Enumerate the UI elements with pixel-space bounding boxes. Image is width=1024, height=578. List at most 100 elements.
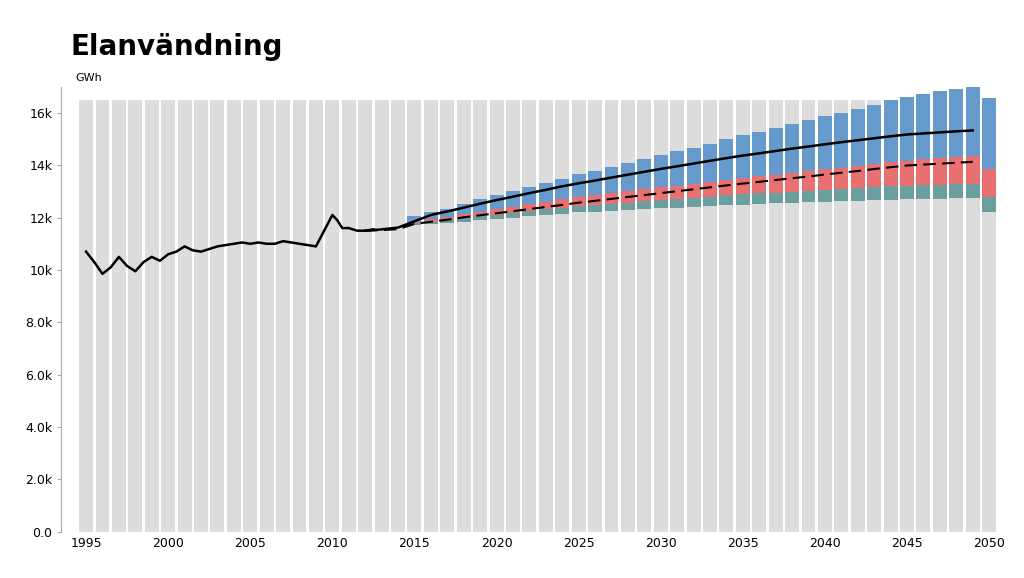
Bar xyxy=(522,100,537,532)
Bar xyxy=(769,100,782,532)
Bar xyxy=(555,199,569,208)
Bar xyxy=(851,188,864,201)
Bar xyxy=(326,100,339,532)
Bar xyxy=(440,100,455,532)
Bar xyxy=(260,100,273,532)
Bar xyxy=(933,100,947,532)
Bar xyxy=(621,202,635,210)
Bar xyxy=(851,109,864,166)
Bar xyxy=(539,183,553,202)
Bar xyxy=(506,206,520,213)
Bar xyxy=(408,100,422,532)
Bar xyxy=(588,205,602,212)
Bar xyxy=(177,100,191,532)
Bar xyxy=(753,176,766,194)
Bar xyxy=(949,100,964,532)
Bar xyxy=(358,100,372,532)
Bar xyxy=(309,100,323,532)
Bar xyxy=(818,190,831,202)
Bar xyxy=(161,100,175,532)
Bar xyxy=(818,169,831,190)
Bar xyxy=(522,187,537,204)
Bar xyxy=(604,193,618,203)
Bar xyxy=(884,187,898,200)
Bar xyxy=(687,198,700,207)
Bar xyxy=(489,195,504,209)
Bar xyxy=(571,175,586,197)
Bar xyxy=(900,100,914,532)
Bar xyxy=(802,171,815,191)
Bar xyxy=(489,214,504,219)
Bar xyxy=(900,186,914,199)
Bar xyxy=(916,100,931,532)
Bar xyxy=(884,100,898,532)
Bar xyxy=(506,213,520,217)
Bar xyxy=(95,100,110,532)
Bar xyxy=(916,160,931,185)
Bar xyxy=(818,116,831,169)
Bar xyxy=(604,167,618,193)
Bar xyxy=(506,100,520,532)
Bar xyxy=(835,113,848,168)
Bar xyxy=(276,100,290,532)
Bar xyxy=(769,128,782,175)
Text: GWh: GWh xyxy=(76,73,102,83)
Bar xyxy=(408,222,422,223)
Bar xyxy=(802,120,815,171)
Bar xyxy=(457,218,471,221)
Bar xyxy=(835,189,848,201)
Bar xyxy=(670,151,684,186)
Bar xyxy=(457,204,471,214)
Bar xyxy=(539,209,553,215)
Bar xyxy=(769,175,782,192)
Bar xyxy=(637,100,651,532)
Bar xyxy=(884,162,898,187)
Bar xyxy=(408,223,422,225)
Bar xyxy=(867,187,882,201)
Bar xyxy=(391,100,406,532)
Bar xyxy=(835,168,848,189)
Bar xyxy=(227,100,241,532)
Bar xyxy=(637,160,651,190)
Bar xyxy=(785,192,799,203)
Bar xyxy=(753,132,766,176)
Bar xyxy=(916,185,931,199)
Bar xyxy=(653,155,668,187)
Bar xyxy=(736,135,750,178)
Bar xyxy=(522,204,537,211)
Bar xyxy=(457,100,471,532)
Bar xyxy=(835,100,848,532)
Bar xyxy=(588,171,602,195)
Bar xyxy=(473,216,487,220)
Bar xyxy=(966,86,980,156)
Bar xyxy=(720,139,733,180)
Bar xyxy=(703,143,717,181)
Bar xyxy=(539,202,553,209)
Bar xyxy=(211,100,224,532)
Bar xyxy=(703,181,717,197)
Bar xyxy=(670,186,684,199)
Bar xyxy=(949,88,964,157)
Bar xyxy=(802,100,815,532)
Bar xyxy=(785,124,799,173)
Bar xyxy=(867,105,882,164)
Bar xyxy=(473,100,487,532)
Bar xyxy=(194,100,208,532)
Bar xyxy=(653,187,668,200)
Bar xyxy=(982,100,996,532)
Bar xyxy=(144,100,159,532)
Bar xyxy=(588,100,602,532)
Bar xyxy=(571,206,586,212)
Bar xyxy=(982,98,996,169)
Bar xyxy=(244,100,257,532)
Bar xyxy=(653,200,668,209)
Bar xyxy=(900,161,914,186)
Bar xyxy=(457,214,471,218)
Bar xyxy=(736,100,750,532)
Bar xyxy=(720,180,733,195)
Bar xyxy=(604,100,618,532)
Bar xyxy=(539,100,553,532)
Bar xyxy=(703,100,717,532)
Bar xyxy=(424,221,438,224)
Text: Elanvändning: Elanvändning xyxy=(71,34,284,61)
